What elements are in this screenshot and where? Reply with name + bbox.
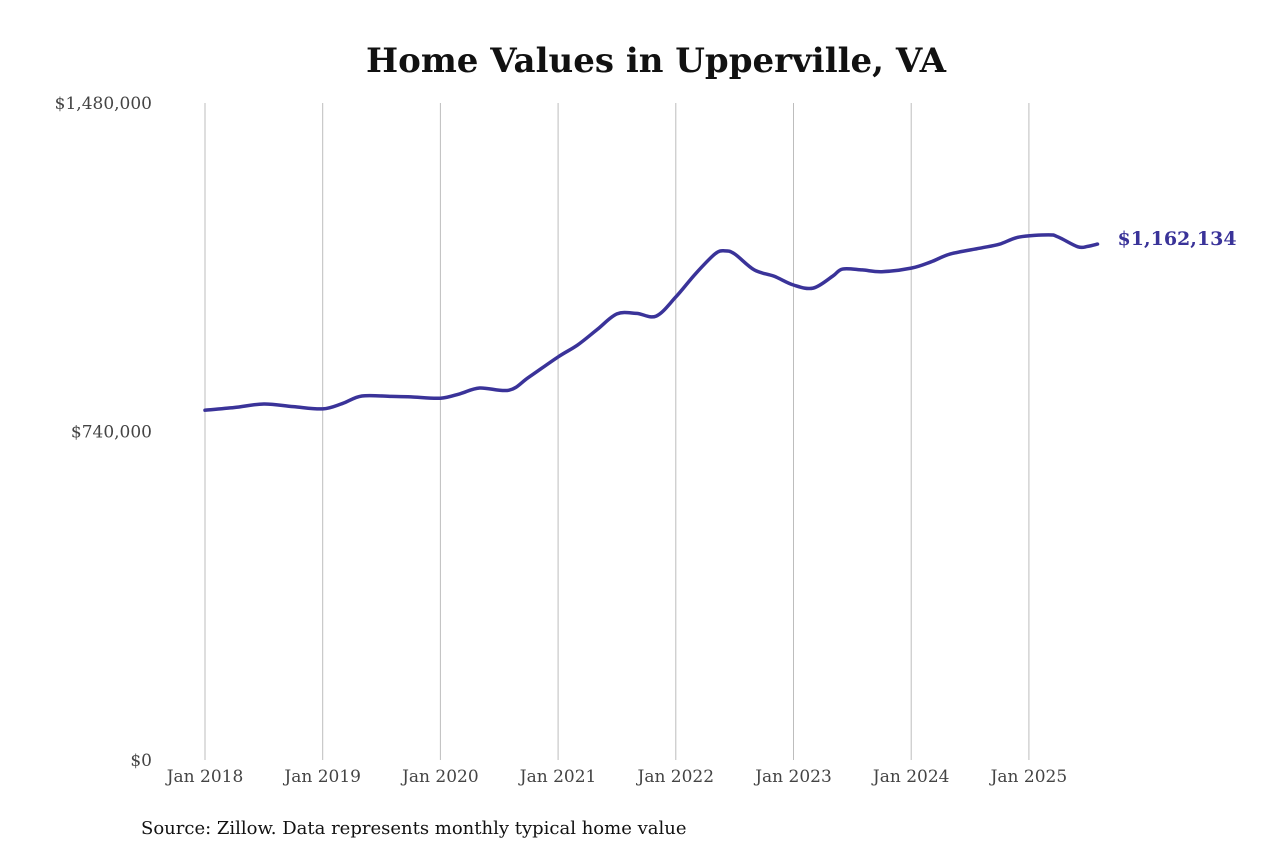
x-tick-label: Jan 2019 <box>282 767 361 787</box>
y-tick-label: $1,480,000 <box>55 94 152 114</box>
y-tick-label: $740,000 <box>71 423 152 443</box>
chart-title: Home Values in Upperville, VA <box>366 41 947 81</box>
series-line <box>203 233 1100 412</box>
end-value-label: $1,162,134 <box>1118 228 1237 250</box>
x-axis-ticks: Jan 2018 Jan 2019 Jan 2020 Jan 2021 Jan 2022… <box>165 767 1067 787</box>
x-tick-label: Jan 2020 <box>400 767 479 787</box>
x-tick-label: Jan 2018 <box>165 767 244 787</box>
x-tick-label: Jan 2023 <box>753 767 832 787</box>
y-axis-ticks: $0 $740,000 $1,480,000 <box>55 94 152 771</box>
y-tick-label: $0 <box>130 751 152 771</box>
x-tick-label: Jan 2022 <box>636 767 715 787</box>
gridlines <box>204 103 1030 760</box>
x-tick-label: Jan 2024 <box>871 767 950 787</box>
source-note: Source: Zillow. Data represents monthly … <box>141 818 687 839</box>
x-tick-label: Jan 2025 <box>989 767 1068 787</box>
x-tick-label: Jan 2021 <box>518 767 597 787</box>
